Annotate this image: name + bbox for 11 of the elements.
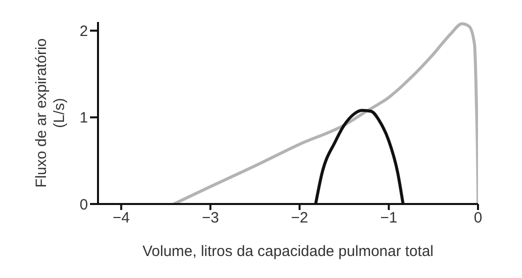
- y-tick-label: 0: [80, 196, 88, 214]
- x-tick-label: −4: [112, 210, 130, 227]
- line-series: [172, 22, 478, 204]
- x-tick-label: −1: [380, 210, 398, 227]
- y-tick-label: 1: [80, 110, 88, 127]
- x-tick-label: −2: [291, 210, 308, 227]
- y-axis-title: Fluxo de ar expiratório (L/s): [33, 38, 68, 188]
- x-axis-title: Volume, litros da capacidade pulmonar total: [142, 243, 434, 260]
- x-tick-label: −3: [202, 210, 219, 227]
- x-tick-label: 0: [474, 210, 482, 227]
- y-tick-label: 2: [80, 22, 88, 40]
